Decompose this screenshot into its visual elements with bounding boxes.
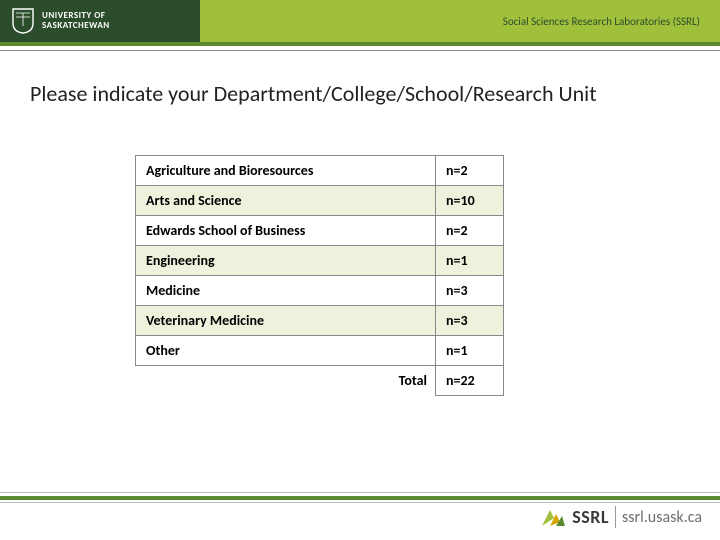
count-cell: n=2 (436, 156, 504, 186)
count-cell: n=2 (436, 216, 504, 246)
dept-cell: Agriculture and Bioresources (136, 156, 436, 186)
table-row: Medicine n=3 (136, 276, 504, 306)
header-thin-line (0, 50, 720, 51)
dept-cell: Arts and Science (136, 186, 436, 216)
university-shield-icon (12, 8, 34, 34)
header-accent-strip (0, 42, 720, 46)
university-name: UNIVERSITY OF SASKATCHEWAN (42, 11, 110, 31)
dept-cell: Edwards School of Business (136, 216, 436, 246)
count-cell: n=3 (436, 306, 504, 336)
ssrl-divider (615, 506, 616, 528)
count-cell: n=3 (436, 276, 504, 306)
ssrl-url: ssrl.usask.ca (622, 508, 702, 527)
department-table: Agriculture and Bioresources n=2 Arts an… (135, 155, 504, 396)
table-row: Engineering n=1 (136, 246, 504, 276)
dept-cell: Engineering (136, 246, 436, 276)
header-lab-label: Social Sciences Research Laboratories (S… (503, 15, 700, 28)
ssrl-mark-icon (540, 506, 566, 528)
count-cell: n=1 (436, 246, 504, 276)
table-row: Other n=1 (136, 336, 504, 366)
header-right-bar: Social Sciences Research Laboratories (S… (200, 0, 720, 42)
table-row: Arts and Science n=10 (136, 186, 504, 216)
total-label-cell: Total (136, 366, 436, 396)
count-cell: n=10 (436, 186, 504, 216)
total-value-cell: n=22 (436, 366, 504, 396)
university-name-line2: SASKATCHEWAN (42, 21, 110, 31)
slide-title: Please indicate your Department/College/… (30, 80, 597, 107)
dept-cell: Medicine (136, 276, 436, 306)
dept-cell: Veterinary Medicine (136, 306, 436, 336)
dept-cell: Other (136, 336, 436, 366)
ssrl-logo-block: SSRL ssrl.usask.ca (540, 506, 702, 528)
slide-footer: SSRL ssrl.usask.ca (0, 492, 720, 540)
table-total-row: Total n=22 (136, 366, 504, 396)
table-row: Agriculture and Bioresources n=2 (136, 156, 504, 186)
slide-header: UNIVERSITY OF SASKATCHEWAN Social Scienc… (0, 0, 720, 58)
table-row: Edwards School of Business n=2 (136, 216, 504, 246)
footer-accent-lines (0, 492, 720, 504)
university-brand-block: UNIVERSITY OF SASKATCHEWAN (0, 0, 200, 42)
count-cell: n=1 (436, 336, 504, 366)
table-row: Veterinary Medicine n=3 (136, 306, 504, 336)
ssrl-logo-text: SSRL (572, 506, 609, 528)
